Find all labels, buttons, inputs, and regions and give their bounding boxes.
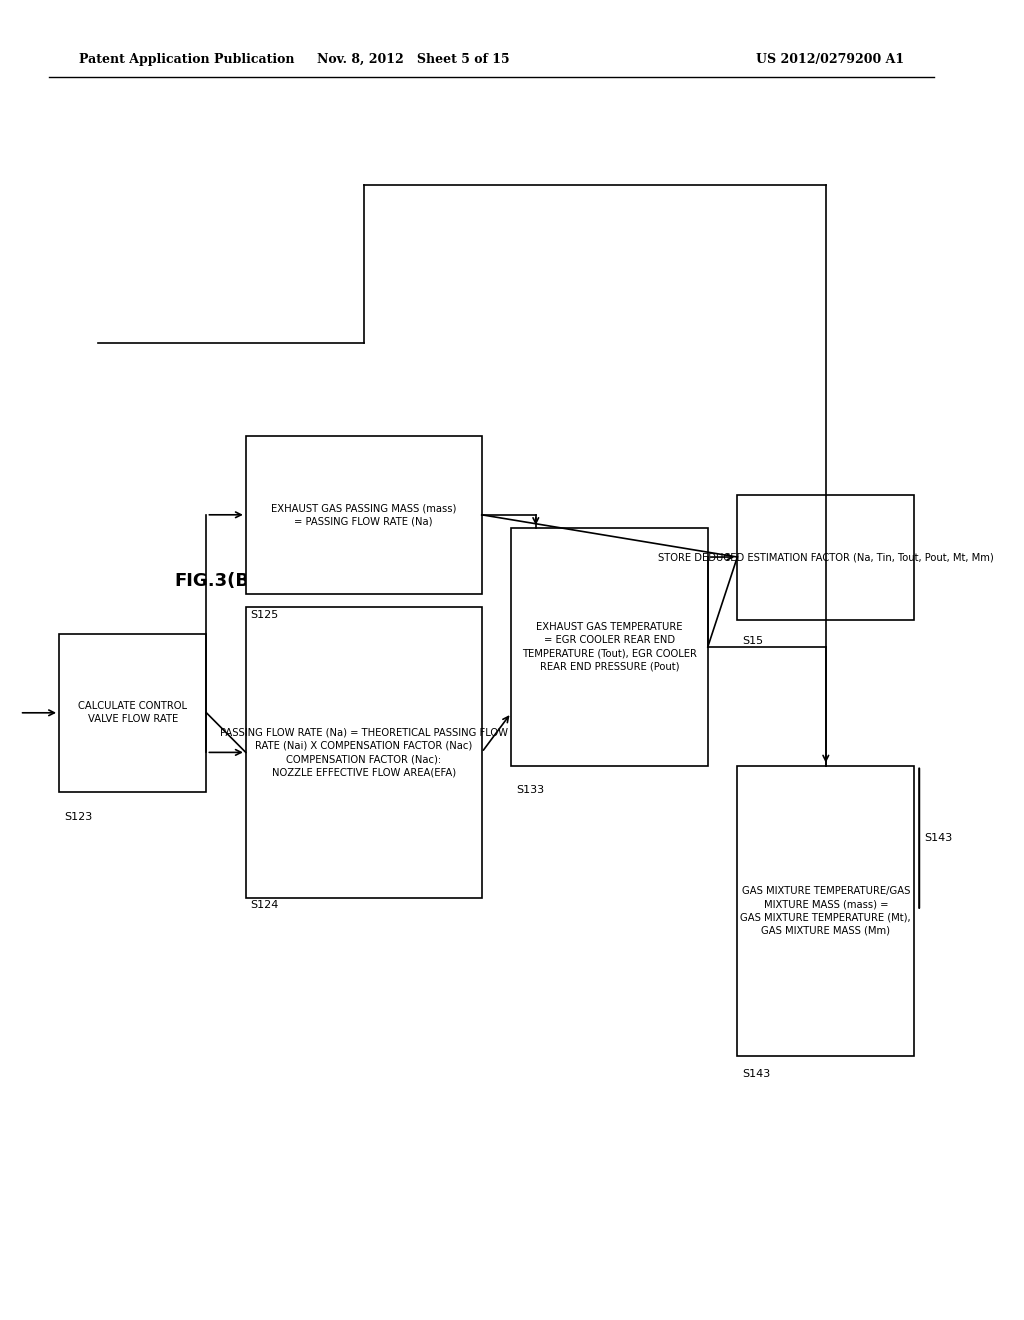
Text: S143: S143 bbox=[742, 1069, 770, 1080]
Text: S124: S124 bbox=[251, 900, 280, 911]
Text: S123: S123 bbox=[63, 812, 92, 822]
Text: S143: S143 bbox=[924, 833, 952, 843]
FancyBboxPatch shape bbox=[246, 607, 481, 898]
Text: PASSING FLOW RATE (Na) = THEORETICAL PASSING FLOW
RATE (Nai) X COMPENSATION FACT: PASSING FLOW RATE (Na) = THEORETICAL PAS… bbox=[220, 727, 508, 777]
Text: S133: S133 bbox=[516, 785, 544, 796]
Text: CALCULATE CONTROL
VALVE FLOW RATE: CALCULATE CONTROL VALVE FLOW RATE bbox=[78, 701, 187, 725]
FancyBboxPatch shape bbox=[737, 495, 914, 620]
FancyBboxPatch shape bbox=[737, 766, 914, 1056]
Text: FIG.3(B): FIG.3(B) bbox=[175, 572, 258, 590]
FancyBboxPatch shape bbox=[59, 634, 207, 792]
Text: Nov. 8, 2012   Sheet 5 of 15: Nov. 8, 2012 Sheet 5 of 15 bbox=[316, 53, 509, 66]
Text: STORE DEDUCED ESTIMATION FACTOR (Na, Tin, Tout, Pout, Mt, Mm): STORE DEDUCED ESTIMATION FACTOR (Na, Tin… bbox=[658, 553, 993, 562]
Text: S125: S125 bbox=[251, 610, 279, 620]
Text: Patent Application Publication: Patent Application Publication bbox=[79, 53, 294, 66]
Text: GAS MIXTURE TEMPERATURE/GAS
MIXTURE MASS (mass) =
GAS MIXTURE TEMPERATURE (Mt),
: GAS MIXTURE TEMPERATURE/GAS MIXTURE MASS… bbox=[740, 886, 911, 936]
Text: S15: S15 bbox=[742, 636, 763, 647]
Text: US 2012/0279200 A1: US 2012/0279200 A1 bbox=[757, 53, 904, 66]
FancyBboxPatch shape bbox=[246, 436, 481, 594]
FancyBboxPatch shape bbox=[511, 528, 708, 766]
Text: EXHAUST GAS TEMPERATURE
= EGR COOLER REAR END
TEMPERATURE (Tout), EGR COOLER
REA: EXHAUST GAS TEMPERATURE = EGR COOLER REA… bbox=[522, 622, 697, 672]
Text: EXHAUST GAS PASSING MASS (mass)
= PASSING FLOW RATE (Na): EXHAUST GAS PASSING MASS (mass) = PASSIN… bbox=[271, 503, 457, 527]
